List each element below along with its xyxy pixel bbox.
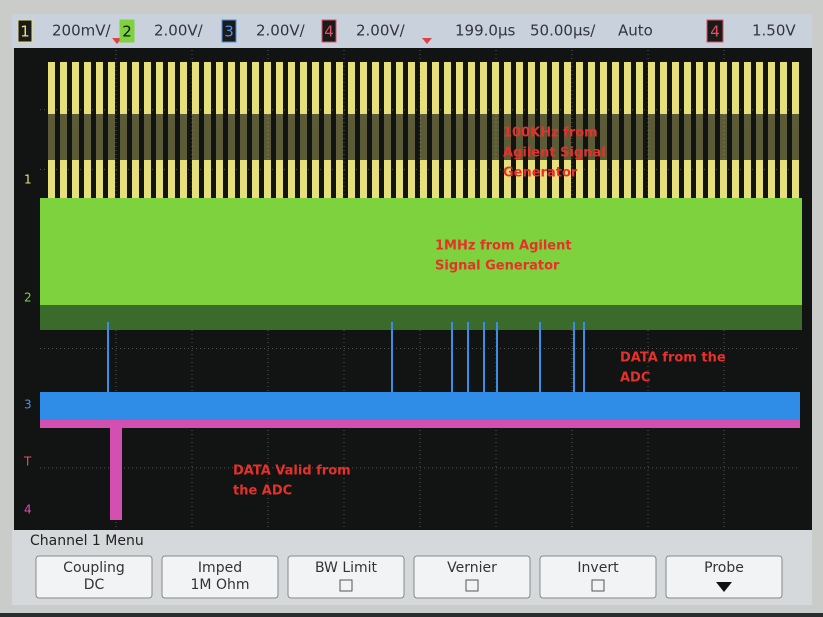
channel-marker: 3 bbox=[24, 398, 32, 412]
channel-number: 2 bbox=[122, 23, 132, 41]
trigger-level: 1.50V bbox=[752, 22, 796, 40]
softkey-value: 1M Ohm bbox=[191, 577, 250, 593]
channel-marker: 1 bbox=[24, 173, 32, 187]
channel-number: 4 bbox=[324, 23, 334, 41]
softkey-label: Imped bbox=[198, 560, 242, 576]
channel-scale: 2.00V/ bbox=[154, 22, 204, 40]
menu-title: Channel 1 Menu bbox=[30, 533, 144, 549]
trigger-mode: Auto bbox=[618, 22, 653, 40]
channel-marker: 4 bbox=[24, 503, 32, 517]
ch3-waveform bbox=[40, 392, 800, 422]
ch3-spikes bbox=[107, 322, 585, 395]
channel-badge bbox=[321, 19, 337, 43]
annotation: DATA from the bbox=[620, 351, 726, 366]
softkey[interactable] bbox=[35, 555, 153, 599]
channel-scale: 2.00V/ bbox=[256, 22, 306, 40]
trigger-source: 4 bbox=[710, 23, 720, 41]
probe-arrow bbox=[716, 582, 732, 592]
annotation: Generator bbox=[503, 166, 578, 181]
status-bar bbox=[12, 14, 812, 48]
softkey-label: Probe bbox=[704, 560, 744, 576]
channel-scale: 2.00V/ bbox=[356, 22, 406, 40]
softkey[interactable] bbox=[413, 555, 531, 599]
softkey[interactable] bbox=[161, 555, 279, 599]
delay: 199.0µs bbox=[455, 22, 515, 40]
ch2-noise bbox=[40, 305, 802, 330]
channel-badge bbox=[221, 19, 237, 43]
annotation: DATA Valid from bbox=[233, 464, 351, 479]
softkey-label: Invert bbox=[577, 560, 619, 576]
annotation: Signal Generator bbox=[435, 259, 560, 274]
channel-number: 1 bbox=[20, 23, 30, 41]
softkey[interactable] bbox=[539, 555, 657, 599]
channel-scale: 200mV/ bbox=[52, 22, 112, 40]
channel-marker: T bbox=[23, 455, 32, 469]
softkey-label: Coupling bbox=[63, 560, 125, 576]
ch1-waveform-high bbox=[44, 62, 804, 114]
checkbox bbox=[591, 579, 605, 592]
ch4-pulse bbox=[110, 420, 122, 520]
annotation: 100KHz from bbox=[503, 126, 598, 141]
channel-badge bbox=[119, 19, 135, 43]
checkbox bbox=[339, 579, 353, 592]
annotation: ADC bbox=[620, 371, 650, 386]
annotation: Agilent Signal bbox=[503, 146, 606, 161]
ch1-waveform-low bbox=[44, 160, 804, 205]
annotation: the ADC bbox=[233, 484, 292, 499]
delay-marker bbox=[422, 38, 432, 44]
annotation: 1MHz from Agilent bbox=[435, 239, 572, 254]
trigger-source-badge bbox=[706, 19, 724, 43]
timebase: 50.00µs/ bbox=[530, 22, 596, 40]
softkey[interactable] bbox=[665, 555, 783, 599]
ch1-waveform-mid bbox=[44, 114, 804, 169]
ch2-waveform bbox=[40, 198, 802, 318]
ch4-waveform bbox=[40, 420, 800, 428]
softkey-label: BW Limit bbox=[315, 560, 378, 576]
softkey-label: Vernier bbox=[447, 560, 497, 576]
channel-number: 3 bbox=[224, 23, 234, 41]
softkey-value: DC bbox=[84, 577, 105, 593]
channel-badge bbox=[17, 19, 33, 43]
channel-marker: 2 bbox=[24, 291, 32, 305]
checkbox bbox=[465, 579, 479, 592]
softkey[interactable] bbox=[287, 555, 405, 599]
